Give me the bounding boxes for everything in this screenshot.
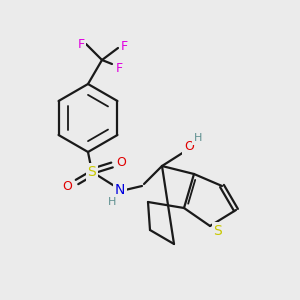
Text: S: S	[214, 224, 222, 238]
Text: H: H	[108, 197, 116, 207]
Text: N: N	[115, 183, 125, 197]
Text: O: O	[184, 140, 194, 154]
Text: O: O	[62, 181, 72, 194]
Text: H: H	[194, 133, 202, 143]
Text: S: S	[88, 165, 96, 179]
Text: F: F	[120, 40, 128, 53]
Text: F: F	[77, 38, 85, 50]
Text: O: O	[116, 155, 126, 169]
Text: F: F	[116, 61, 123, 74]
